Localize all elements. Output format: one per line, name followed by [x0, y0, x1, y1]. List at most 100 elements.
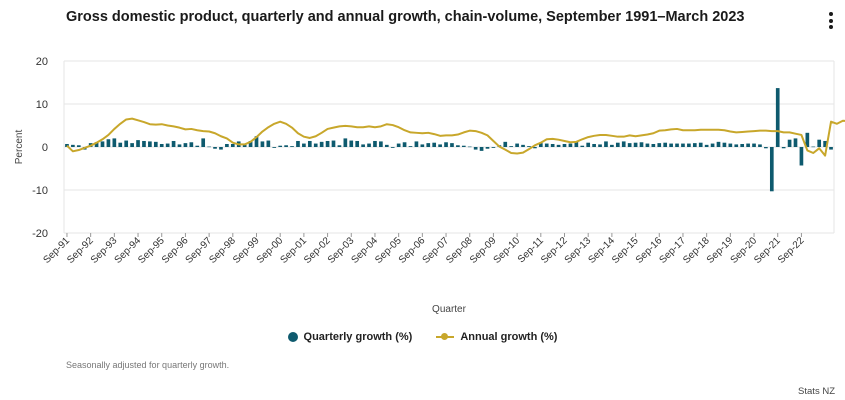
quarterly-bar[interactable] [550, 143, 555, 147]
quarterly-bar[interactable] [527, 146, 531, 147]
quarterly-bar[interactable] [651, 143, 656, 147]
quarterly-bar[interactable] [538, 143, 543, 147]
quarterly-bar[interactable] [692, 143, 697, 147]
quarterly-bar[interactable] [171, 140, 176, 147]
quarterly-bar[interactable] [568, 143, 573, 147]
quarterly-bar[interactable] [592, 143, 596, 147]
annual-growth-line[interactable] [66, 117, 845, 157]
quarterly-bar[interactable] [230, 143, 235, 147]
quarterly-bar[interactable] [432, 142, 437, 147]
quarterly-bar[interactable] [225, 143, 229, 147]
quarterly-bar[interactable] [793, 138, 798, 147]
quarterly-bar[interactable] [781, 147, 786, 149]
quarterly-bar[interactable] [438, 144, 442, 147]
quarterly-bar[interactable] [379, 141, 383, 147]
quarterly-bar[interactable] [704, 144, 709, 147]
quarterly-bar[interactable] [414, 141, 419, 147]
quarterly-bar[interactable] [349, 140, 354, 147]
quarterly-bar[interactable] [76, 145, 81, 147]
quarterly-bar[interactable] [829, 147, 833, 150]
quarterly-bar[interactable] [124, 140, 129, 147]
quarterly-bar[interactable] [337, 145, 342, 147]
quarterly-bar[interactable] [521, 144, 525, 147]
legend-item-quarterly[interactable]: Quarterly growth (%) [287, 331, 412, 343]
quarterly-bar[interactable] [396, 143, 401, 147]
quarterly-bar[interactable] [473, 147, 478, 150]
quarterly-bar[interactable] [278, 145, 283, 147]
quarterly-bar[interactable] [562, 143, 567, 147]
quarterly-bar[interactable] [165, 143, 170, 147]
quarterly-bar[interactable] [645, 143, 650, 147]
quarterly-bar[interactable] [183, 143, 188, 147]
quarterly-bar[interactable] [361, 144, 365, 147]
quarterly-bar[interactable] [580, 145, 585, 147]
quarterly-bar[interactable] [367, 143, 371, 147]
quarterly-bar[interactable] [130, 143, 134, 147]
quarterly-bar[interactable] [823, 140, 827, 147]
quarterly-bar[interactable] [467, 146, 472, 148]
quarterly-bar[interactable] [307, 140, 312, 147]
quarterly-bar[interactable] [219, 147, 223, 150]
quarterly-bar[interactable] [787, 139, 792, 147]
quarterly-bar[interactable] [65, 143, 69, 147]
quarterly-bar[interactable] [586, 142, 591, 147]
quarterly-bar[interactable] [284, 145, 288, 147]
quarterly-bar[interactable] [479, 147, 484, 151]
quarterly-bar[interactable] [384, 144, 389, 147]
quarterly-bar[interactable] [657, 143, 662, 147]
quarterly-bar[interactable] [621, 141, 626, 147]
quarterly-bar[interactable] [136, 140, 140, 147]
quarterly-bar[interactable] [159, 143, 164, 147]
quarterly-bar[interactable] [764, 147, 768, 149]
quarterly-bar[interactable] [302, 143, 306, 147]
quarterly-bar[interactable] [106, 139, 111, 147]
quarterly-bar[interactable] [775, 88, 780, 147]
quarterly-bar[interactable] [722, 142, 727, 147]
quarterly-bar[interactable] [515, 143, 519, 147]
quarterly-bar[interactable] [325, 140, 330, 147]
quarterly-bar[interactable] [746, 143, 750, 147]
quarterly-bar[interactable] [734, 144, 739, 147]
quarterly-bar[interactable] [201, 138, 206, 147]
quarterly-bar[interactable] [805, 132, 810, 147]
quarterly-bar[interactable] [71, 144, 75, 147]
quarterly-bar[interactable] [402, 142, 407, 147]
quarterly-bar[interactable] [195, 145, 200, 147]
quarterly-bar[interactable] [556, 144, 561, 147]
quarterly-bar[interactable] [408, 146, 413, 147]
quarterly-bar[interactable] [574, 141, 579, 147]
quarterly-bar[interactable] [758, 144, 762, 147]
quarterly-bar[interactable] [615, 142, 620, 147]
quarterly-bar[interactable] [153, 141, 158, 147]
quarterly-bar[interactable] [313, 143, 318, 147]
quarterly-bar[interactable] [142, 140, 146, 147]
quarterly-bar[interactable] [319, 141, 324, 147]
quarterly-bar[interactable] [94, 142, 99, 147]
quarterly-bar[interactable] [177, 144, 182, 147]
quarterly-bar[interactable] [598, 144, 602, 147]
quarterly-bar[interactable] [604, 141, 608, 147]
quarterly-bar[interactable] [669, 143, 673, 147]
quarterly-bar[interactable] [373, 140, 377, 147]
quarterly-bar[interactable] [485, 147, 490, 149]
quarterly-bar[interactable] [681, 143, 685, 147]
kebab-menu-icon[interactable] [826, 12, 836, 32]
quarterly-bar[interactable] [533, 147, 537, 149]
quarterly-bar[interactable] [266, 140, 271, 147]
quarterly-bar[interactable] [698, 142, 703, 147]
quarterly-bar[interactable] [639, 142, 644, 147]
quarterly-bar[interactable] [444, 142, 448, 147]
quarterly-bar[interactable] [189, 142, 194, 147]
quarterly-bar[interactable] [627, 143, 632, 147]
quarterly-bar[interactable] [675, 143, 679, 147]
quarterly-bar[interactable] [148, 141, 152, 147]
quarterly-bar[interactable] [769, 147, 774, 192]
quarterly-bar[interactable] [799, 147, 804, 166]
legend-item-annual[interactable]: Annual growth (%) [436, 331, 557, 343]
quarterly-bar[interactable] [248, 140, 253, 147]
quarterly-bar[interactable] [811, 146, 816, 148]
quarterly-bar[interactable] [355, 140, 360, 147]
quarterly-bar[interactable] [450, 143, 454, 147]
quarterly-bar[interactable] [213, 147, 217, 149]
quarterly-bar[interactable] [290, 146, 294, 147]
